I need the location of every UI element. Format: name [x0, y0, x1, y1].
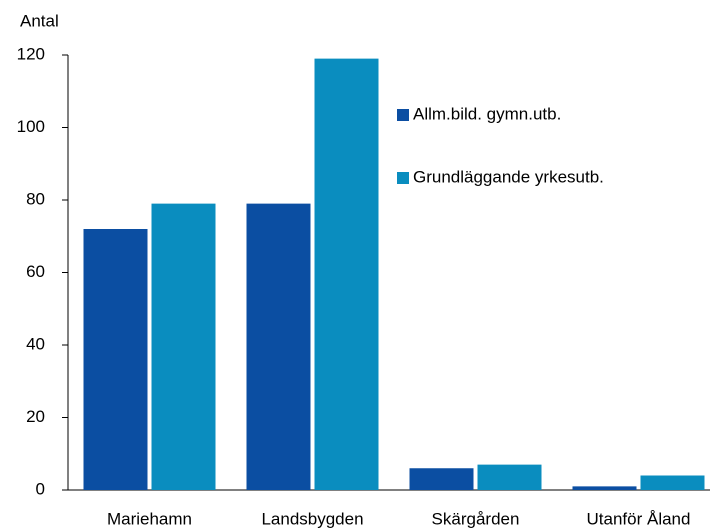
bar [572, 486, 637, 490]
bar [151, 203, 216, 490]
bar [83, 229, 148, 490]
bar [409, 468, 474, 490]
bar [640, 475, 705, 490]
y-tick-label: 20 [26, 407, 45, 426]
bar [246, 203, 311, 490]
y-tick-label: 80 [26, 189, 45, 208]
x-tick-label: Skärgården [432, 509, 520, 528]
legend-label: Grundläggande yrkesutb. [413, 167, 604, 186]
y-tick-label: 60 [26, 262, 45, 281]
x-tick-label: Mariehamn [107, 509, 192, 528]
bar [477, 464, 542, 490]
x-tick-label: Landsbygden [261, 509, 363, 528]
y-tick-label: 40 [26, 334, 45, 353]
legend-swatch [397, 109, 409, 121]
y-tick-label: 0 [36, 479, 45, 498]
y-tick-label: 100 [17, 117, 45, 136]
legend-swatch [397, 172, 409, 184]
x-tick-label: Utanför Åland [587, 509, 691, 528]
y-axis-label: Antal [20, 11, 59, 30]
legend-label: Allm.bild. gymn.utb. [413, 104, 561, 123]
bar [314, 58, 379, 490]
y-tick-label: 120 [17, 44, 45, 63]
